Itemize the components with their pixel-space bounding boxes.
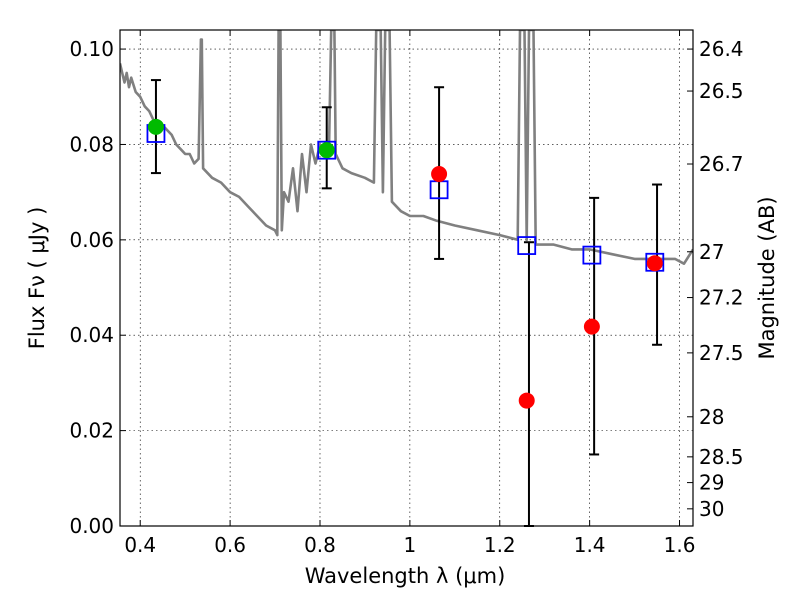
marker-layer	[146, 118, 665, 409]
y-axis-label: Flux Fν ( μJy )	[25, 207, 49, 350]
x-tick-label: 1.2	[484, 533, 516, 557]
y-tick-label: 0.00	[69, 514, 114, 538]
model-square-marker	[317, 140, 337, 160]
errorbar-layer	[150, 79, 663, 527]
y-tick-label: 0.02	[69, 419, 114, 443]
mag-tick-label: 28.5	[699, 445, 744, 469]
observed-point-marker	[646, 255, 663, 272]
observed-point-marker	[431, 166, 448, 183]
mag-tick-label: 28	[699, 405, 724, 429]
mag-tick-label: 26.4	[699, 37, 744, 61]
grid	[120, 30, 693, 526]
x-tick-label: 0.8	[304, 533, 336, 557]
y-tick-label: 0.04	[69, 323, 114, 347]
x-tick-label: 1	[404, 533, 417, 557]
x-tick-label: 1.4	[574, 533, 606, 557]
observed-point-marker	[318, 142, 335, 159]
axes: 0.4 0.6 0.8 1 1.2 1.4 1.6 0.00 0.02 0.04 0.06 0.08 0…	[69, 30, 744, 557]
x-tick-label: 1.6	[664, 533, 696, 557]
observed-point-marker	[518, 392, 535, 409]
model-square-marker	[582, 245, 602, 265]
y-tick-label: 0.06	[69, 228, 114, 252]
mag-tick-label: 27.2	[699, 286, 744, 310]
mag-tick-label: 29	[699, 471, 724, 495]
x-tick-label: 0.6	[214, 533, 246, 557]
observed-point-marker	[147, 118, 164, 135]
mag-tick-label: 26.7	[699, 152, 744, 176]
model-square-marker	[517, 236, 537, 255]
y2-axis-label: Magnitude (AB)	[755, 196, 779, 359]
x-tick-label: 0.4	[124, 533, 156, 557]
mag-tick-label: 26.5	[699, 79, 744, 103]
observed-point-marker	[583, 318, 600, 335]
mag-tick-label: 30	[699, 497, 724, 521]
plot-frame	[119, 29, 694, 527]
spectrum-line	[120, 30, 693, 265]
plot-area	[120, 30, 693, 265]
mag-tick-label: 27	[699, 240, 724, 264]
y-tick-label: 0.08	[69, 132, 114, 156]
y-tick-label: 0.10	[69, 37, 114, 61]
x-axis-label: Wavelength λ (μm)	[305, 564, 506, 588]
mag-tick-label: 27.5	[699, 341, 744, 365]
